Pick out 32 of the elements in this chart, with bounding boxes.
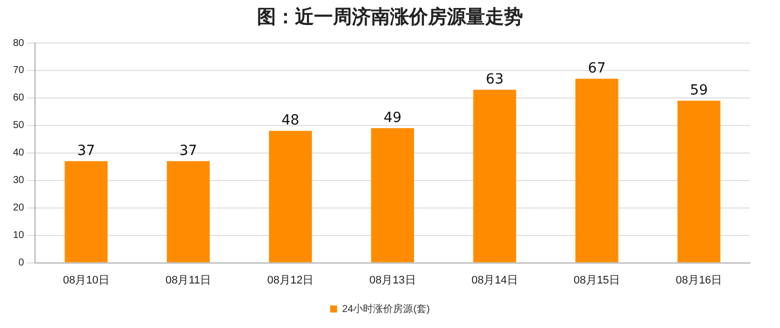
data-label: 37 — [77, 142, 96, 159]
y-tick-label: 70 — [13, 65, 25, 76]
x-tick-label: 08月11日 — [165, 274, 212, 286]
y-tick-label: 50 — [13, 120, 25, 132]
bar — [371, 128, 414, 262]
data-label: 59 — [690, 82, 708, 98]
x-tick-label: 08月10日 — [62, 274, 110, 286]
data-label: 63 — [486, 71, 504, 88]
x-tick-label: 08月14日 — [471, 274, 518, 286]
y-tick-label: 40 — [13, 148, 25, 159]
bar — [473, 90, 516, 262]
data-label: 37 — [179, 142, 198, 159]
bar — [166, 161, 210, 262]
bar — [575, 78, 618, 262]
x-tick-label: 08月16日 — [676, 274, 722, 286]
bar — [677, 100, 720, 262]
data-label: 48 — [282, 112, 300, 129]
bar — [268, 130, 312, 262]
data-label: 67 — [588, 60, 606, 76]
x-tick-label: 08月15日 — [574, 274, 620, 286]
y-tick-label: 10 — [13, 230, 25, 242]
y-tick-label: 0 — [18, 258, 25, 269]
chart-title: 图：近一周济南涨价房源量走势 — [256, 5, 524, 30]
x-tick-label: 08月12日 — [267, 274, 314, 286]
x-tick-label: 08月13日 — [369, 274, 416, 286]
data-label: 49 — [384, 110, 402, 126]
y-tick-label: 20 — [13, 202, 25, 214]
legend-label: 24小时涨价房源(套) — [342, 302, 430, 315]
y-tick-label: 80 — [13, 38, 25, 49]
y-tick-label: 30 — [13, 175, 25, 186]
bar — [64, 161, 108, 262]
y-tick-label: 60 — [13, 92, 25, 104]
